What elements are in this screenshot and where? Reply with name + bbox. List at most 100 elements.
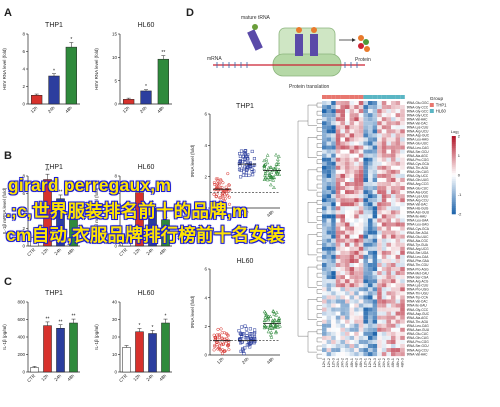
heatmap-cell xyxy=(358,226,364,231)
heatmap-cell xyxy=(331,275,336,280)
heatmap-cell xyxy=(322,145,327,150)
significance-mark: * xyxy=(152,200,154,206)
heatmap-cell xyxy=(349,133,355,138)
heatmap-cell xyxy=(391,165,396,170)
heatmap-cell xyxy=(349,315,355,320)
heatmap-cell xyxy=(354,145,359,150)
heatmap-cell xyxy=(395,145,401,150)
heatmap-cell xyxy=(345,311,350,316)
data-point xyxy=(238,164,242,168)
heatmap-cell xyxy=(354,177,359,182)
heatmap-cell xyxy=(354,161,359,166)
heatmap-cell xyxy=(358,133,364,138)
heatmap-cell xyxy=(363,149,368,154)
colorbar-step xyxy=(451,145,456,148)
heatmap-cell xyxy=(335,299,341,304)
colorbar-title: Log₂ xyxy=(451,129,460,134)
heatmap-cell xyxy=(381,344,387,349)
heatmap-cell xyxy=(345,101,350,106)
heatmap-cell xyxy=(322,218,327,223)
heatmap-cell xyxy=(391,113,396,118)
heatmap-cell xyxy=(377,113,382,118)
heatmap-cell xyxy=(354,335,359,340)
heatmap-row-label: tRNA-Glu-CUC xyxy=(407,186,429,190)
data-point xyxy=(266,329,271,334)
group-bar-cell xyxy=(368,95,373,99)
heatmap-cell xyxy=(391,190,396,195)
heatmap-cell xyxy=(377,279,382,284)
data-point xyxy=(215,192,219,196)
heatmap-cell xyxy=(395,271,401,276)
heatmap-cell xyxy=(363,242,368,247)
heatmap-cell xyxy=(349,141,355,146)
heatmap-cell xyxy=(400,210,405,215)
heatmap-cell xyxy=(322,165,327,170)
chart-title: HL60 xyxy=(138,164,155,171)
heatmap-cell xyxy=(363,275,368,280)
heatmap-cell xyxy=(400,234,405,239)
heatmap-cell xyxy=(391,137,396,142)
heatmap-cell xyxy=(386,348,391,353)
legend-swatch xyxy=(429,103,434,107)
heatmap-cell xyxy=(331,153,336,158)
heatmap-row-label: tRNA-Pro-CGG xyxy=(407,340,429,344)
heatmap-cell xyxy=(358,169,364,174)
heatmap-cell xyxy=(363,226,368,231)
heatmap-cell xyxy=(372,283,378,288)
heatmap-cell xyxy=(395,214,401,219)
heatmap-cell xyxy=(349,182,355,187)
heatmap-cell xyxy=(335,226,341,231)
heatmap-cell xyxy=(345,169,350,174)
heatmap-cell xyxy=(322,141,327,146)
heatmap-cell xyxy=(331,222,336,227)
heatmap-cell xyxy=(400,194,405,199)
heatmap-cell xyxy=(400,129,405,134)
heatmap-cell xyxy=(354,133,359,138)
heatmap-cell xyxy=(322,194,327,199)
heatmap-cell xyxy=(335,182,341,187)
heatmap-cell xyxy=(363,182,368,187)
heatmap-cell xyxy=(349,202,355,207)
heatmap-cell xyxy=(391,230,396,235)
heatmap-cell xyxy=(335,177,341,182)
heatmap-cell xyxy=(395,218,401,223)
heatmap-cell xyxy=(322,323,327,328)
heatmap-cell xyxy=(335,133,341,138)
heatmap-cell xyxy=(372,250,378,255)
heatmap-cell xyxy=(358,271,364,276)
heatmap-cell xyxy=(354,275,359,280)
heatmap-cell xyxy=(368,344,373,349)
heatmap-cell xyxy=(358,331,364,336)
heatmap-cell xyxy=(340,263,345,268)
heatmap-row-label: tRNA-Ala-AGC xyxy=(407,154,429,158)
colorbar-step xyxy=(451,173,456,176)
y-axis-label: IL-1β mRNA level (fold) xyxy=(94,187,99,234)
heatmap-cell xyxy=(395,331,401,336)
heatmap-cell xyxy=(340,137,345,142)
y-tick-label: 4 xyxy=(114,209,117,214)
heatmap-cell xyxy=(354,121,359,126)
heatmap-cell xyxy=(322,182,327,187)
heatmap-cell xyxy=(400,113,405,118)
heatmap-cell xyxy=(395,344,401,349)
heatmap-cell xyxy=(377,222,382,227)
heatmap-cell xyxy=(381,331,387,336)
heatmap-cell xyxy=(381,323,387,328)
heatmap-cell xyxy=(368,202,373,207)
heatmap-cell xyxy=(340,117,345,122)
x-tick-label: 24h xyxy=(53,373,62,382)
heatmap-cell xyxy=(335,169,341,174)
heatmap-cell xyxy=(386,254,391,259)
colorbar-step xyxy=(451,163,456,166)
heatmap-cell xyxy=(358,307,364,312)
data-point xyxy=(214,194,219,198)
data-point xyxy=(226,333,230,338)
data-point xyxy=(218,347,222,351)
heatmap-cell xyxy=(349,311,355,316)
y-tick-label: 2 xyxy=(22,226,25,231)
data-point xyxy=(222,331,226,335)
heatmap-cell xyxy=(372,242,378,247)
heatmap-cell xyxy=(386,222,391,227)
x-tick-label: 24h xyxy=(241,356,250,365)
heatmap-cell xyxy=(395,283,401,288)
